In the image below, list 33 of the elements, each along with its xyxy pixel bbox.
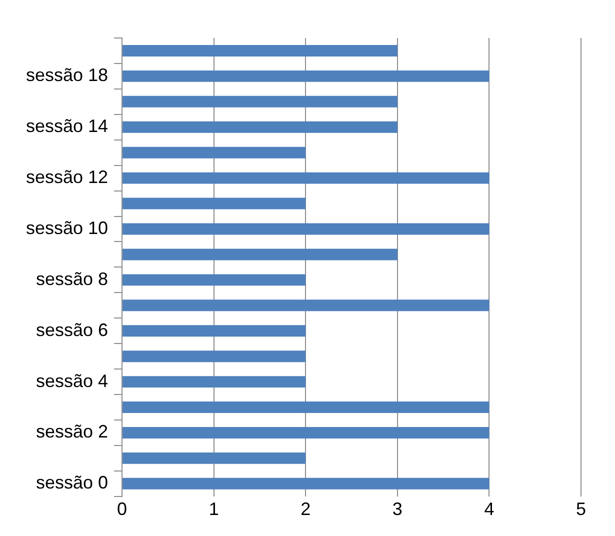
bar bbox=[122, 402, 490, 413]
bar bbox=[122, 121, 398, 133]
y-tick-label: sessão 4 bbox=[36, 370, 108, 391]
x-tick-label: 2 bbox=[300, 499, 311, 520]
y-tick-label: sessão 0 bbox=[36, 472, 108, 493]
bar bbox=[122, 300, 490, 312]
bar bbox=[122, 172, 490, 184]
bar bbox=[122, 45, 398, 56]
bar bbox=[122, 274, 306, 286]
bar bbox=[122, 96, 398, 108]
bar bbox=[122, 223, 490, 235]
y-tick-label: sessão 10 bbox=[26, 218, 108, 238]
bar bbox=[122, 376, 306, 388]
x-tick-label: 5 bbox=[576, 499, 586, 520]
bar bbox=[122, 452, 306, 464]
bar bbox=[122, 70, 490, 82]
y-tick-label: sessão 12 bbox=[26, 167, 108, 188]
bar bbox=[122, 248, 398, 260]
x-tick-label: 4 bbox=[484, 499, 494, 520]
y-tick-label: sessão 2 bbox=[36, 422, 108, 442]
bar bbox=[122, 198, 306, 210]
y-tick-label: sessão 6 bbox=[36, 320, 108, 340]
bar bbox=[122, 350, 306, 362]
x-tick-label: 3 bbox=[392, 499, 402, 520]
x-tick-label: 0 bbox=[117, 499, 128, 520]
x-tick-label: 1 bbox=[208, 499, 219, 520]
bar bbox=[122, 325, 306, 337]
bar bbox=[122, 146, 306, 158]
y-tick-label: sessão 18 bbox=[26, 65, 108, 86]
y-tick-label: sessão 14 bbox=[26, 116, 108, 136]
bar bbox=[122, 427, 490, 438]
bar bbox=[122, 478, 490, 490]
y-tick-label: sessão 8 bbox=[36, 268, 108, 289]
